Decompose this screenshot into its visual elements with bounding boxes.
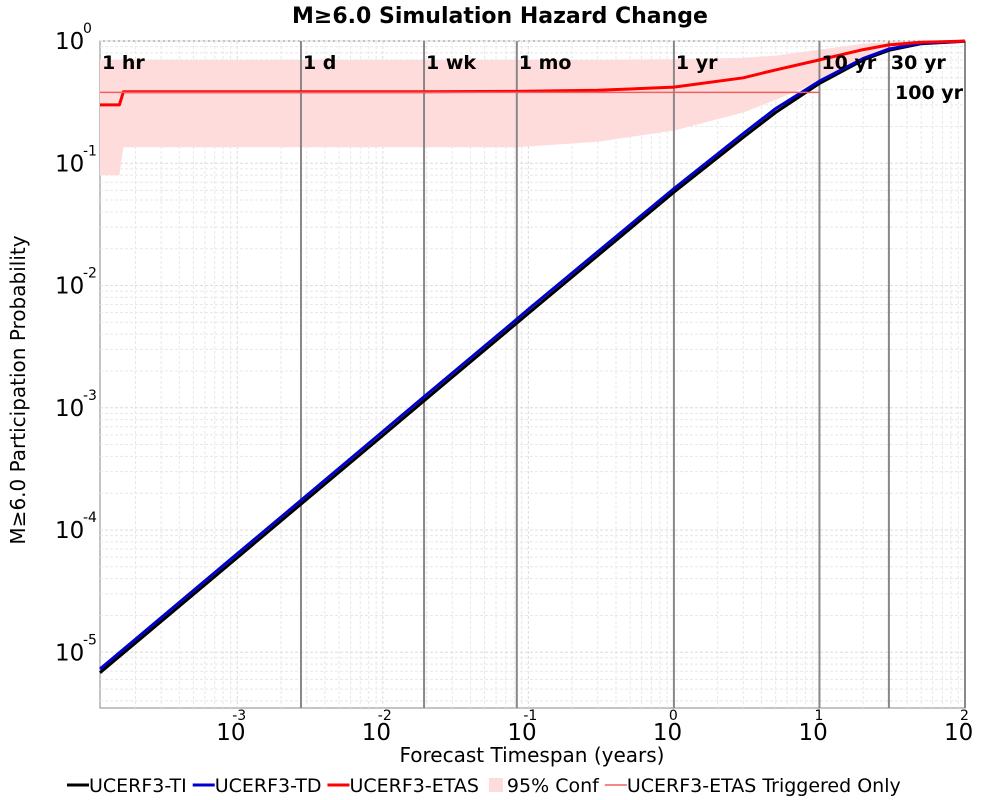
legend-swatch [488,778,503,792]
y-axis-title: M≥6.0 Participation Probability [6,235,30,544]
confidence-band [100,41,965,176]
y-tick-exponent: -2 [83,266,97,282]
x-tick-label: 10 [362,720,391,746]
x-tick-exponent: 1 [814,708,823,724]
timespan-marker-label: 100 yr [895,82,964,104]
y-tick-label: 10 [55,274,84,300]
timespan-marker-label: 1 mo [519,52,572,74]
timespan-marker-label: 1 hr [102,52,145,74]
confidence-band-layer [100,41,965,176]
timespan-markers [299,41,966,708]
y-tick-exponent: -4 [83,510,97,526]
y-tick-exponent: -3 [83,388,97,404]
x-tick-exponent: -2 [378,708,392,724]
y-tick-label: 10 [55,396,84,422]
timespan-marker-label: 1 yr [676,52,718,74]
timespan-marker-label: 30 yr [891,52,946,74]
timespan-marker-labels: 1 hr 1 d 1 wk 1 mo 1 yr 10 yr 30 yr 100 yr [102,52,964,104]
legend-label: UCERF3-TI [89,775,187,797]
y-tick-exponent: -1 [83,143,97,159]
x-tick-exponent: -3 [232,708,246,724]
legend-label: UCERF3-ETAS Triggered Only [627,775,901,797]
x-tick-exponent: 2 [960,708,969,724]
legend: UCERF3-TI UCERF3-TD UCERF3-ETAS 95% Conf UCE… [67,775,901,797]
timespan-marker-label: 1 d [303,52,336,74]
legend-label: 95% Conf [507,775,600,797]
x-tick-exponent: -1 [523,708,537,724]
y-tick-label: 10 [55,518,84,544]
y-tick-exponent: -5 [83,632,97,648]
series-lines [99,39,966,674]
x-tick-exponent: 0 [669,708,678,724]
legend-label: UCERF3-ETAS [349,775,478,797]
timespan-marker-label: 10 yr [821,52,876,74]
x-tick-label: 10 [216,720,245,746]
x-tick-label: 10 [944,720,973,746]
chart-title: M≥6.0 Simulation Hazard Change [292,4,708,29]
y-tick-label: 10 [55,640,84,666]
legend-label: UCERF3-TD [215,775,322,797]
x-tick-label: 10 [653,720,682,746]
timespan-marker-label: 1 wk [426,52,476,74]
plot-area [99,40,966,709]
x-tick-label: 10 [798,720,827,746]
y-tick-label: 10 [55,29,84,55]
x-axis-title: Forecast Timespan (years) [400,743,665,767]
series-line [99,39,966,671]
x-tick-label: 10 [507,720,536,746]
y-tick-exponent: 0 [83,21,92,37]
y-tick-label: 10 [55,151,84,177]
